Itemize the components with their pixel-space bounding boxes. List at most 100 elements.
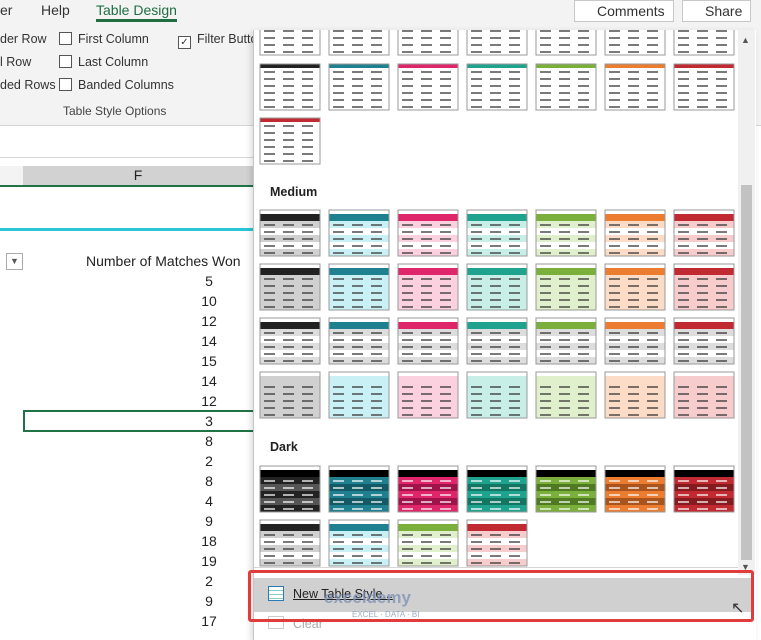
thumb-part: [466, 63, 528, 111]
option[interactable]: First Column: [59, 32, 149, 46]
thumb-part: [260, 214, 320, 221]
thumb-part: [259, 63, 321, 111]
thumb-part: [535, 63, 597, 111]
cell[interactable]: 14: [201, 373, 217, 389]
thumb-part: [328, 263, 390, 311]
cell[interactable]: 12: [201, 393, 217, 409]
menu-item[interactable]: New Table Style...: [293, 587, 393, 601]
thumb-part: [329, 376, 389, 383]
thumb-part: [329, 470, 389, 477]
option[interactable]: der Row: [0, 32, 47, 46]
thumb-part: [398, 64, 458, 68]
thumb-part: [260, 118, 320, 122]
thumb-part: [259, 317, 321, 365]
thumbnails: [259, 30, 735, 567]
section-label: Dark: [270, 440, 298, 454]
thumb-part: [604, 30, 666, 56]
cell[interactable]: 17: [201, 613, 217, 629]
thumb-part: [467, 322, 527, 329]
scrollbar[interactable]: ▲ ▼: [738, 30, 755, 575]
cell[interactable]: 4: [205, 493, 213, 509]
thumb-part: [329, 64, 389, 68]
thumb-part: [605, 64, 665, 68]
option[interactable]: Last Column: [59, 55, 148, 69]
cell[interactable]: 8: [205, 433, 213, 449]
cell[interactable]: 14: [201, 333, 217, 349]
thumb-part: [260, 268, 320, 275]
thumb-part: [467, 524, 527, 531]
cell[interactable]: 3: [205, 413, 213, 429]
thumb-part: [605, 214, 665, 221]
thumb-part: [604, 317, 666, 365]
cell[interactable]: 19: [201, 553, 217, 569]
thumb-part: [467, 376, 527, 383]
option[interactable]: Banded Columns: [59, 78, 174, 92]
cell[interactable]: 2: [205, 573, 213, 589]
cursor: ↖: [731, 600, 745, 617]
thumb-part: [259, 30, 321, 56]
cell[interactable]: 8: [205, 473, 213, 489]
thumb-part: [398, 470, 458, 477]
cell[interactable]: 9: [205, 593, 213, 609]
thumb-part: [329, 268, 389, 275]
thumb-part: [536, 64, 596, 68]
style-gallery: Medium Dark ▲ ▼ New Table Style... Clear…: [253, 30, 756, 640]
thumb-part: [259, 465, 321, 513]
cell[interactable]: 2: [205, 453, 213, 469]
thumb-part: [260, 470, 320, 477]
thumb-part: [466, 63, 528, 111]
thumb-part: [673, 30, 735, 56]
thumb-part: [397, 519, 459, 567]
menu-highlight: [254, 578, 751, 612]
thumb-part: [397, 30, 459, 56]
thumb-part: [674, 376, 734, 383]
thumb-part: [605, 268, 665, 275]
thumb-part: [535, 465, 597, 513]
thumb-part: [328, 209, 390, 257]
share-button[interactable]: Share: [682, 0, 752, 22]
cell[interactable]: 5: [205, 273, 213, 289]
group-label: Table Style Options: [63, 104, 167, 118]
option[interactable]: l Row: [0, 55, 32, 69]
thumb-part: [260, 322, 320, 329]
thumb-part: [674, 214, 734, 221]
cell[interactable]: 18: [201, 533, 217, 549]
cell[interactable]: 12: [201, 313, 217, 329]
separator: [254, 567, 738, 568]
thumb-part: [466, 465, 528, 513]
thumb-part: [604, 63, 666, 111]
option[interactable]: ✓ Filter Butto: [178, 32, 257, 49]
scroll-thumb[interactable]: [741, 185, 752, 560]
thumb-part: [260, 524, 320, 531]
thumb-part: [535, 263, 597, 311]
tab-active[interactable]: Table Design: [96, 2, 177, 22]
option-label: Filter Butto: [197, 32, 258, 46]
thumb-part: [259, 30, 321, 56]
thumb-part: [536, 376, 596, 383]
thumb-part: [467, 470, 527, 477]
column-header[interactable]: F: [23, 166, 253, 185]
thumb-part: [674, 470, 734, 477]
thumb-part: [466, 519, 528, 567]
cell[interactable]: 10: [201, 293, 217, 309]
filter-dropdown[interactable]: ▼: [6, 253, 23, 270]
tab[interactable]: er: [0, 2, 13, 18]
tab[interactable]: Help: [41, 2, 70, 18]
thumb-part: [259, 117, 321, 165]
thumb-part: [397, 30, 459, 56]
thumb-part: [604, 209, 666, 257]
cell[interactable]: 15: [201, 353, 217, 369]
thumb-part: [604, 371, 666, 419]
thumb-part: [328, 30, 390, 56]
thumb-part: [398, 524, 458, 531]
thumb-part: [536, 470, 596, 477]
comments-button[interactable]: Comments: [574, 0, 674, 22]
thumb-part: [328, 371, 390, 419]
thumb-part: [605, 470, 665, 477]
thumb-part: [673, 30, 735, 56]
option[interactable]: ded Rows: [0, 78, 56, 92]
option-label: First Column: [78, 32, 149, 46]
thumb-part: [604, 465, 666, 513]
cell[interactable]: 9: [205, 513, 213, 529]
